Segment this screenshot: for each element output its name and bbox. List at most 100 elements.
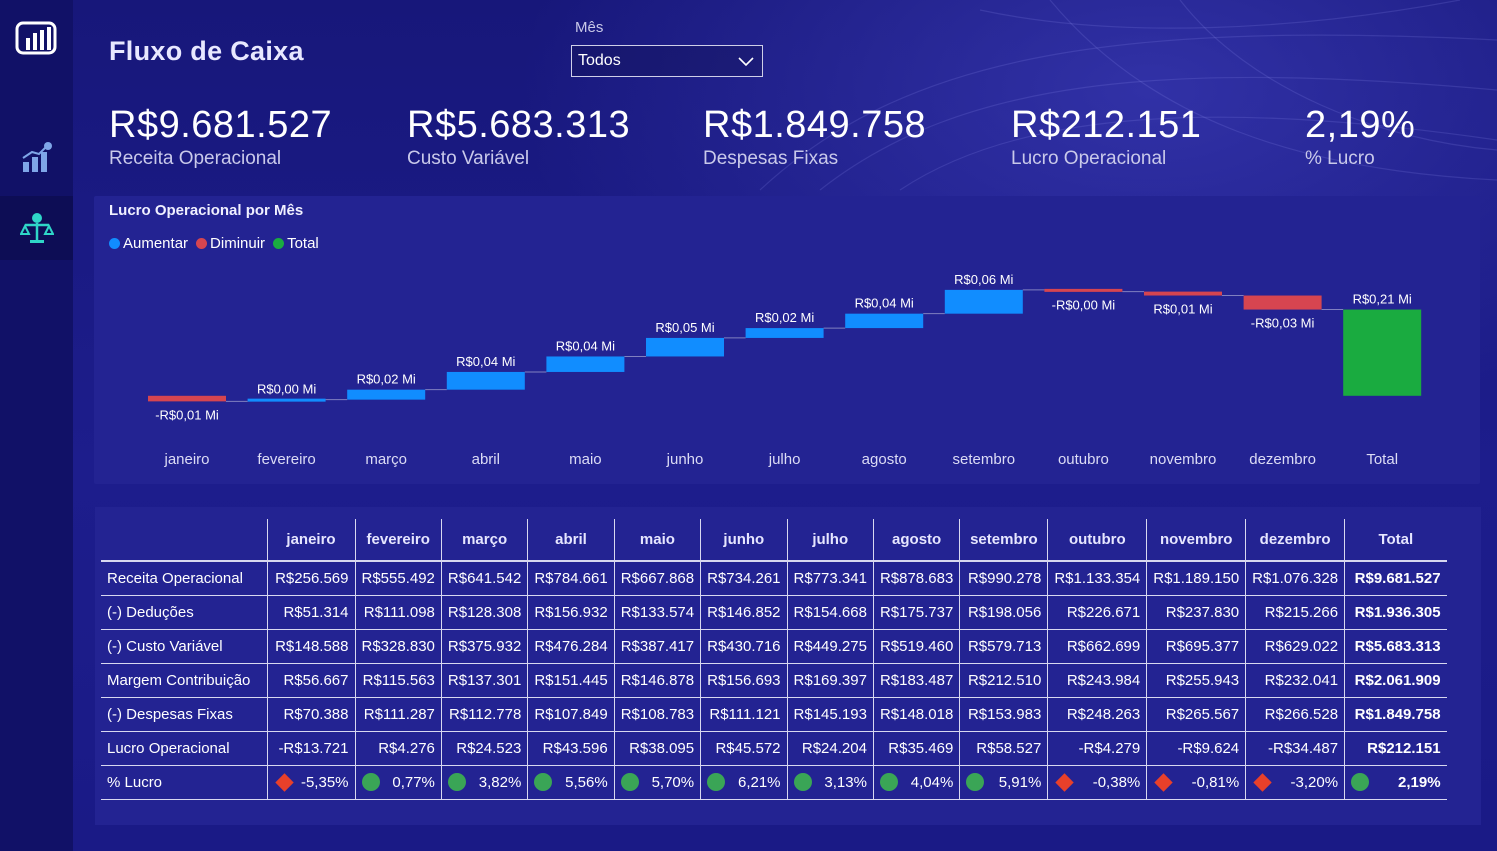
waterfall-bar[interactable] xyxy=(1144,291,1222,296)
legend-item-increase[interactable]: Aumentar xyxy=(109,235,188,252)
table-cell: R$4.276 xyxy=(354,731,442,766)
waterfall-bar[interactable] xyxy=(148,395,226,402)
table-cell: R$111.098 xyxy=(354,595,442,630)
waterfall-bar[interactable] xyxy=(1343,309,1422,396)
data-label: R$0,02 Mi xyxy=(357,372,416,387)
waterfall-bar[interactable] xyxy=(1243,295,1322,310)
row-label: (-) Custo Variável xyxy=(101,629,267,664)
table-row: Receita Operacional R$256.569 R$555.492 R$6… xyxy=(101,561,1447,596)
percent-value: 5,56% xyxy=(565,773,608,791)
kpi-indicator-cell: -0,81% xyxy=(1153,772,1240,792)
red-diamond-icon xyxy=(1253,772,1272,792)
table-cell: R$156.693 xyxy=(700,663,788,698)
x-tick-label: janeiro xyxy=(163,451,209,468)
table-cell: R$38.095 xyxy=(613,731,701,766)
table-cell: R$146.878 xyxy=(613,663,701,698)
column-header[interactable]: julho xyxy=(786,519,874,562)
kpi-indicator-cell: 5,56% xyxy=(534,773,608,791)
waterfall-bar[interactable] xyxy=(446,371,525,390)
percent-value: 5,70% xyxy=(651,773,695,791)
table-cell: R$215.266 xyxy=(1245,595,1345,630)
data-label: R$0,05 Mi xyxy=(655,320,714,335)
waterfall-bar[interactable] xyxy=(944,289,1023,314)
kpi-value: R$212.151 xyxy=(1011,104,1202,146)
data-label: -R$0,00 Mi xyxy=(1052,298,1116,313)
kpi-lucro-operacional: R$212.151 Lucro Operacional xyxy=(1011,104,1201,170)
table-cell: R$667.868 xyxy=(613,561,701,596)
table-cell: R$328.830 xyxy=(354,629,442,664)
waterfall-chart[interactable]: -R$0,01 Mi janeiro R$0,00 Mi fevereiro R$0,0… xyxy=(94,196,1480,484)
green-circle-icon xyxy=(966,773,985,791)
column-header[interactable]: janeiro xyxy=(266,519,355,562)
month-filter-dropdown[interactable]: Todos xyxy=(571,45,763,77)
legend-item-total[interactable]: Total xyxy=(273,235,319,252)
table-cell: R$629.022 xyxy=(1245,629,1345,664)
column-header[interactable]: junho xyxy=(700,519,788,562)
table-cell: R$58.527 xyxy=(959,731,1048,766)
kpi-indicator-cell: 4,04% xyxy=(879,773,953,791)
column-header[interactable]: agosto xyxy=(872,519,960,562)
table-cell: R$133.574 xyxy=(613,595,701,630)
month-filter-label: Mês xyxy=(575,19,604,36)
table-header-row: janeiro fevereiro março abril maio junho julho… xyxy=(101,519,1447,562)
waterfall-bar[interactable] xyxy=(646,337,724,357)
table-cell: R$153.983 xyxy=(959,697,1048,732)
table-cell: R$2.061.909 xyxy=(1344,663,1447,698)
waterfall-bar[interactable] xyxy=(347,389,426,400)
kpi-receita: R$9.681.527 Receita Operacional xyxy=(109,104,332,170)
powerbi-logo-icon[interactable] xyxy=(0,8,73,72)
waterfall-bar[interactable] xyxy=(1044,288,1123,292)
column-header[interactable]: fevereiro xyxy=(354,519,442,562)
kpi-indicator-cell: 3,82% xyxy=(447,773,521,791)
table-cell: 4,04% xyxy=(872,765,960,800)
data-label: -R$0,01 Mi xyxy=(155,407,219,422)
column-header[interactable]: outubro xyxy=(1047,519,1147,562)
chevron-down-icon xyxy=(738,57,754,67)
table-cell: R$111.287 xyxy=(354,697,442,732)
balance-scale-icon[interactable] xyxy=(0,196,73,260)
table-cell: R$56.667 xyxy=(266,663,355,698)
table-cell: R$555.492 xyxy=(354,561,442,596)
table-cell: -R$34.487 xyxy=(1245,731,1345,766)
percent-value: -0,81% xyxy=(1191,773,1240,791)
green-circle-icon xyxy=(1351,773,1370,791)
waterfall-bar[interactable] xyxy=(247,398,326,402)
percent-value: -5,35% xyxy=(300,773,349,791)
growth-chart-icon[interactable] xyxy=(0,126,73,190)
waterfall-bar[interactable] xyxy=(845,313,924,329)
data-label: R$0,00 Mi xyxy=(257,382,316,397)
percent-value: 5,91% xyxy=(998,773,1042,791)
green-circle-icon xyxy=(879,773,898,791)
table-cell: R$45.572 xyxy=(700,731,788,766)
column-header[interactable]: setembro xyxy=(959,519,1048,562)
column-header[interactable]: dezembro xyxy=(1245,519,1345,562)
legend-item-decrease[interactable]: Diminuir xyxy=(196,235,265,252)
table-cell: R$183.487 xyxy=(872,663,960,698)
table-cell: R$5.683.313 xyxy=(1344,629,1447,664)
table-cell: R$226.671 xyxy=(1047,595,1147,630)
row-label: (-) Despesas Fixas xyxy=(101,697,267,732)
legend-dot xyxy=(109,238,120,249)
table-cell: 5,56% xyxy=(527,765,615,800)
green-circle-icon xyxy=(361,773,380,791)
kpi-indicator-cell: 5,70% xyxy=(620,773,695,791)
table-cell: -R$13.721 xyxy=(266,731,355,766)
table-cell: -3,20% xyxy=(1245,765,1345,800)
column-header[interactable]: março xyxy=(440,519,528,562)
table-cell: R$476.284 xyxy=(527,629,615,664)
table-cell: R$24.523 xyxy=(440,731,528,766)
table-cell: R$70.388 xyxy=(266,697,355,732)
column-header[interactable]: novembro xyxy=(1146,519,1246,562)
column-header[interactable]: abril xyxy=(527,519,615,562)
table-cell: R$734.261 xyxy=(700,561,788,596)
table-cell: R$51.314 xyxy=(266,595,355,630)
kpi-despesas-fixas: R$1.849.758 Despesas Fixas xyxy=(703,104,926,170)
waterfall-bar[interactable] xyxy=(546,356,625,372)
column-header[interactable]: maio xyxy=(613,519,701,562)
table-row: Lucro Operacional -R$13.721 R$4.276 R$24.52… xyxy=(101,731,1447,766)
column-header[interactable]: Total xyxy=(1344,519,1447,562)
percent-value: 3,13% xyxy=(824,773,867,791)
legend-label: Aumentar xyxy=(123,235,189,252)
table-cell: R$990.278 xyxy=(959,561,1048,596)
waterfall-bar[interactable] xyxy=(745,328,824,338)
